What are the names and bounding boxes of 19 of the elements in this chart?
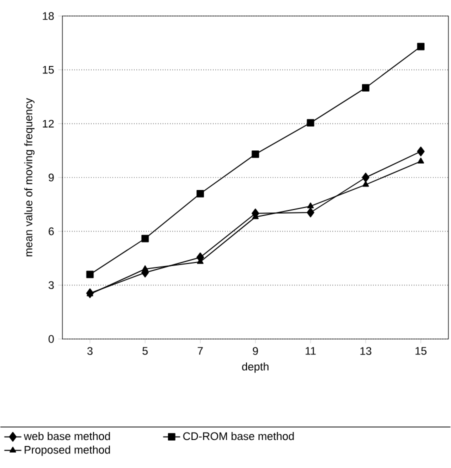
y-axis-title: mean value of moving frequency (24, 98, 35, 256)
y-tick-label: 15 (42, 66, 54, 74)
y-tick-label: 9 (48, 174, 54, 182)
legend-label: web base method (24, 432, 110, 440)
x-tick-label: 11 (306, 347, 316, 355)
y-tick-label: 3 (48, 281, 54, 290)
x-tick-label: 15 (416, 347, 427, 355)
y-tick-label: 12 (42, 120, 54, 128)
x-tick-label: 7 (198, 347, 203, 355)
x-tick-label: 5 (142, 347, 148, 355)
y-tick-label: 0 (48, 335, 54, 343)
x-tick-label: 9 (252, 347, 258, 355)
legend-label: Proposed method (24, 446, 110, 456)
x-tick-label: 3 (87, 347, 93, 355)
y-tick-label: 6 (48, 227, 54, 236)
x-tick-label: 13 (360, 347, 372, 355)
x-axis-title: depth (242, 362, 269, 373)
legend-label: CD-ROM base method (183, 432, 294, 440)
y-tick-label: 18 (42, 12, 54, 20)
